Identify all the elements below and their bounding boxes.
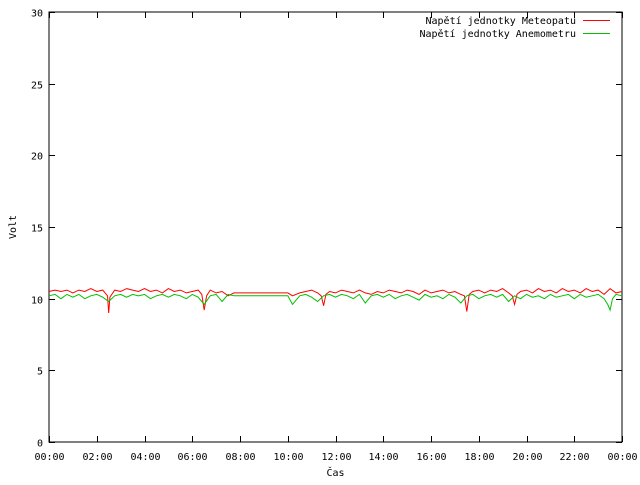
- x-tick-label: 08:00: [225, 452, 255, 463]
- x-tick-label: 22:00: [559, 452, 589, 463]
- plot-frame: [48, 11, 623, 443]
- y-tick-label: 10: [31, 296, 43, 307]
- y-tick-label: 25: [31, 81, 43, 92]
- x-tick-label: 20:00: [512, 452, 542, 463]
- x-axis-label: Čas: [326, 466, 344, 479]
- y-tick-label: 20: [31, 152, 43, 163]
- legend-label-1: Napětí jednotky Meteopatu: [425, 15, 576, 27]
- y-tick-label: 15: [31, 224, 43, 235]
- x-tick-label: 04:00: [130, 452, 160, 463]
- x-tick-label: 10:00: [273, 452, 303, 463]
- x-tick-label: 18:00: [464, 452, 494, 463]
- y-tick-label: 0: [37, 439, 43, 450]
- y-tick-label: 30: [31, 9, 43, 20]
- x-tick-label: 06:00: [177, 452, 207, 463]
- y-tick-label: 5: [37, 367, 43, 378]
- x-tick-label: 12:00: [321, 452, 351, 463]
- y-axis-label: Volt: [8, 215, 19, 239]
- x-tick-label: 14:00: [368, 452, 398, 463]
- x-tick-label: 00:00: [607, 452, 637, 463]
- x-tick-label: 16:00: [416, 452, 446, 463]
- series-line-2: [48, 293, 623, 312]
- x-tick-label: 00:00: [34, 452, 64, 463]
- legend-label-2: Napětí jednotky Anemometru: [419, 28, 576, 40]
- x-tick-label: 02:00: [82, 452, 112, 463]
- series-line-1: [48, 287, 623, 314]
